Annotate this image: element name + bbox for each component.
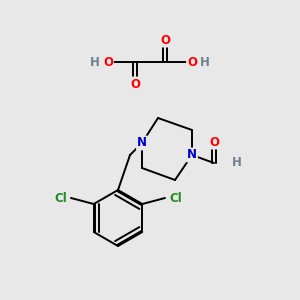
Text: O: O — [209, 136, 219, 148]
Text: H: H — [90, 56, 100, 68]
Text: O: O — [103, 56, 113, 68]
Text: H: H — [232, 157, 242, 169]
Text: O: O — [187, 56, 197, 68]
Text: O: O — [160, 34, 170, 46]
Text: Cl: Cl — [169, 191, 182, 205]
Text: Cl: Cl — [54, 191, 67, 205]
Text: H: H — [200, 56, 210, 68]
Text: O: O — [130, 77, 140, 91]
Text: N: N — [187, 148, 197, 161]
Text: N: N — [137, 136, 147, 149]
